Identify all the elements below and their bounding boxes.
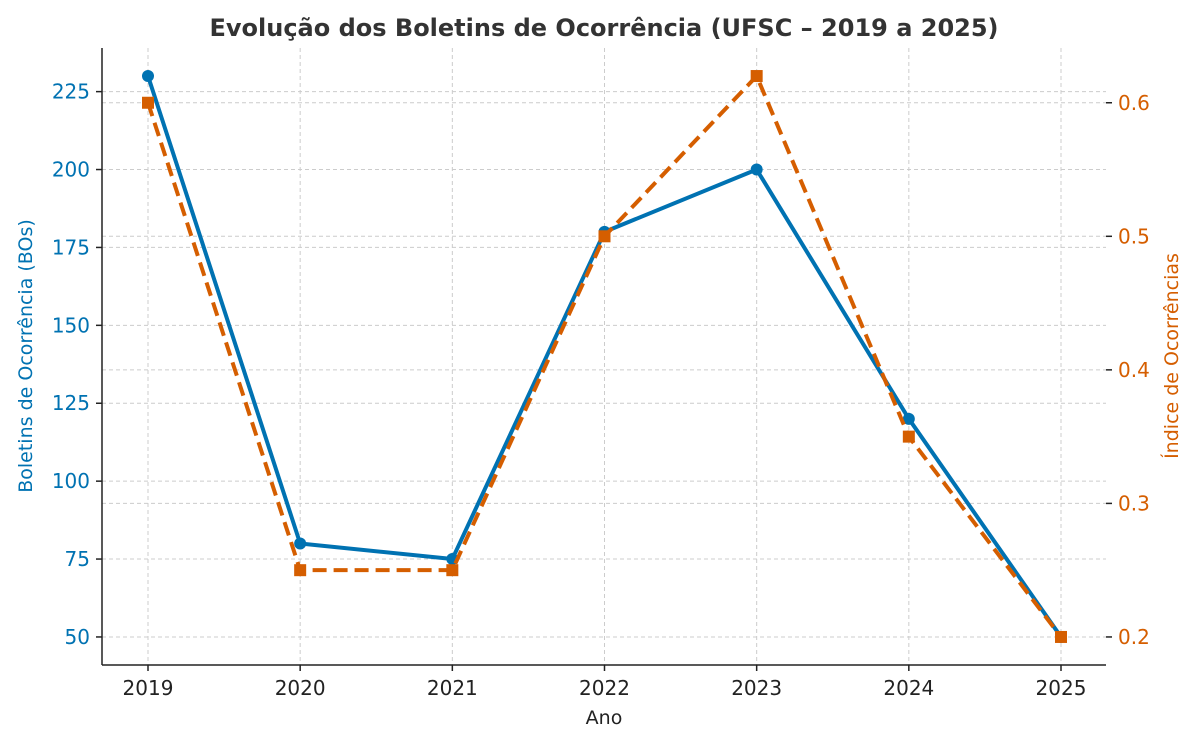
y-tick-label: 75	[65, 547, 90, 571]
y-tick-label: 50	[65, 625, 90, 649]
axes: 2019 2020 2021 2022 2023 2024 2025 50 75 100 125 15…	[52, 48, 1150, 700]
data-point	[902, 430, 915, 443]
series	[142, 70, 1067, 643]
x-tick-label: 2025	[1036, 676, 1087, 700]
y-tick-label: 175	[52, 235, 90, 259]
y2-tick-label: 0.3	[1118, 491, 1150, 515]
y-tick-label: 150	[52, 313, 90, 337]
y2-tick-label: 0.5	[1118, 224, 1150, 248]
y-tick-label: 200	[52, 158, 90, 182]
data-point	[750, 163, 763, 176]
x-tick-label: 2020	[275, 676, 326, 700]
x-axis-label: Ano	[586, 707, 623, 729]
grid	[102, 48, 1106, 665]
x-tick-label: 2022	[579, 676, 630, 700]
x-tick-label: 2019	[123, 676, 174, 700]
x-tick-label: 2023	[731, 676, 782, 700]
data-point	[1055, 630, 1067, 643]
chart-title: Evolução dos Boletins de Ocorrência (UFS…	[209, 14, 998, 42]
data-point	[142, 70, 154, 83]
y2-tick-label: 0.4	[1118, 358, 1150, 382]
data-point	[598, 230, 611, 243]
x-tick-label: 2021	[427, 676, 478, 700]
data-point	[750, 70, 763, 83]
y2-tick-label: 0.6	[1118, 91, 1150, 115]
y-tick-label: 225	[52, 80, 90, 104]
y-axis-label: Boletins de Ocorrência (BOs)	[15, 219, 37, 493]
data-point	[142, 96, 154, 109]
y2-tick-label: 0.2	[1118, 625, 1150, 649]
y-tick-label: 125	[52, 391, 90, 415]
data-point	[294, 537, 307, 550]
y2-axis-label: Índice de Ocorrências	[1160, 253, 1183, 459]
data-point	[294, 564, 307, 577]
data-point	[902, 412, 915, 425]
x-tick-label: 2024	[883, 676, 934, 700]
y-tick-label: 100	[52, 469, 90, 493]
data-point	[446, 564, 459, 577]
